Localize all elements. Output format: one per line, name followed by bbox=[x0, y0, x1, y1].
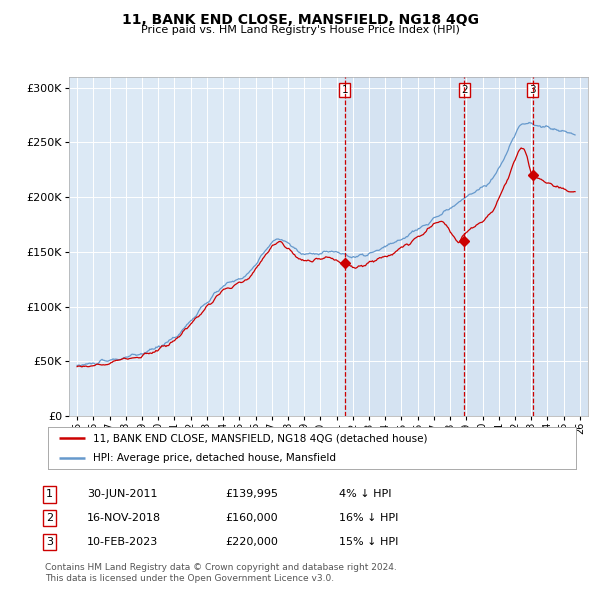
Text: 30-JUN-2011: 30-JUN-2011 bbox=[87, 490, 157, 499]
Text: 16% ↓ HPI: 16% ↓ HPI bbox=[339, 513, 398, 523]
Text: 1: 1 bbox=[46, 490, 53, 499]
Text: 3: 3 bbox=[530, 85, 536, 95]
Text: 10-FEB-2023: 10-FEB-2023 bbox=[87, 537, 158, 546]
Text: £139,995: £139,995 bbox=[225, 490, 278, 499]
Bar bbox=[345, 77, 588, 416]
Text: 11, BANK END CLOSE, MANSFIELD, NG18 4QG: 11, BANK END CLOSE, MANSFIELD, NG18 4QG bbox=[121, 13, 479, 27]
Text: HPI: Average price, detached house, Mansfield: HPI: Average price, detached house, Mans… bbox=[93, 453, 336, 463]
Text: 16-NOV-2018: 16-NOV-2018 bbox=[87, 513, 161, 523]
Text: 2: 2 bbox=[461, 85, 468, 95]
Text: £220,000: £220,000 bbox=[225, 537, 278, 546]
Text: 11, BANK END CLOSE, MANSFIELD, NG18 4QG (detached house): 11, BANK END CLOSE, MANSFIELD, NG18 4QG … bbox=[93, 433, 427, 443]
Text: 1: 1 bbox=[341, 85, 348, 95]
Text: This data is licensed under the Open Government Licence v3.0.: This data is licensed under the Open Gov… bbox=[45, 573, 334, 583]
Text: 3: 3 bbox=[46, 537, 53, 546]
Text: 4% ↓ HPI: 4% ↓ HPI bbox=[339, 490, 391, 499]
Text: Contains HM Land Registry data © Crown copyright and database right 2024.: Contains HM Land Registry data © Crown c… bbox=[45, 563, 397, 572]
Text: 2: 2 bbox=[46, 513, 53, 523]
Text: Price paid vs. HM Land Registry's House Price Index (HPI): Price paid vs. HM Land Registry's House … bbox=[140, 25, 460, 35]
Text: £160,000: £160,000 bbox=[225, 513, 278, 523]
Text: 15% ↓ HPI: 15% ↓ HPI bbox=[339, 537, 398, 546]
